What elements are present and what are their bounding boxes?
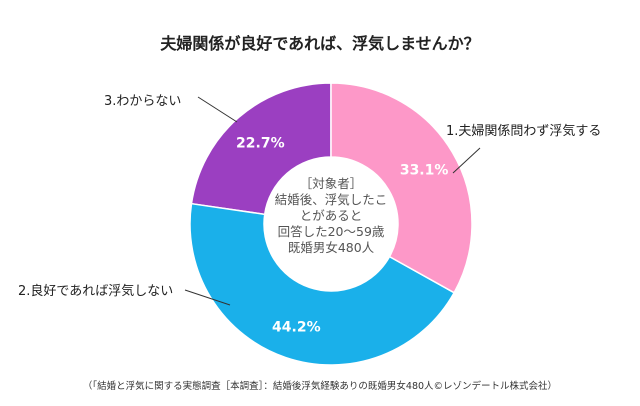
center-text: ［対象者］ 結婚後、浮気したこ とがあると 回答した20～59歳 既婚男女480…	[256, 176, 406, 256]
leader-line-3	[197, 96, 238, 123]
category-label-3: 3.わからない	[104, 94, 182, 109]
value-label-3: 22.7%	[236, 135, 285, 151]
value-label-1: 33.1%	[400, 162, 449, 178]
leader-line-1	[452, 147, 481, 174]
center-line-5: 既婚男女480人	[287, 240, 375, 255]
donut-slice-1	[330, 82, 473, 294]
category-label-2: 2.良好であれば浮気しない	[18, 284, 174, 299]
center-line-1: ［対象者］	[299, 176, 363, 191]
chart-title: 夫婦関係が良好であれば、浮気しませんか？	[160, 34, 480, 53]
donut-slice-3	[190, 82, 332, 216]
donut-slice-2	[189, 202, 456, 366]
category-label-1: 1.夫婦関係問わず浮気する	[446, 124, 602, 139]
leader-line-2	[184, 289, 231, 306]
center-line-3: とがあると	[299, 208, 363, 223]
center-line-2: 結婚後、浮気したこ	[274, 192, 388, 207]
center-line-4: 回答した20～59歳	[277, 224, 385, 239]
source-note: （「結婚と浮気に関する実態調査［本調査］：結婚後浮気経験ありの既婚男女480人©…	[82, 381, 558, 392]
value-label-2: 44.2%	[272, 319, 321, 335]
